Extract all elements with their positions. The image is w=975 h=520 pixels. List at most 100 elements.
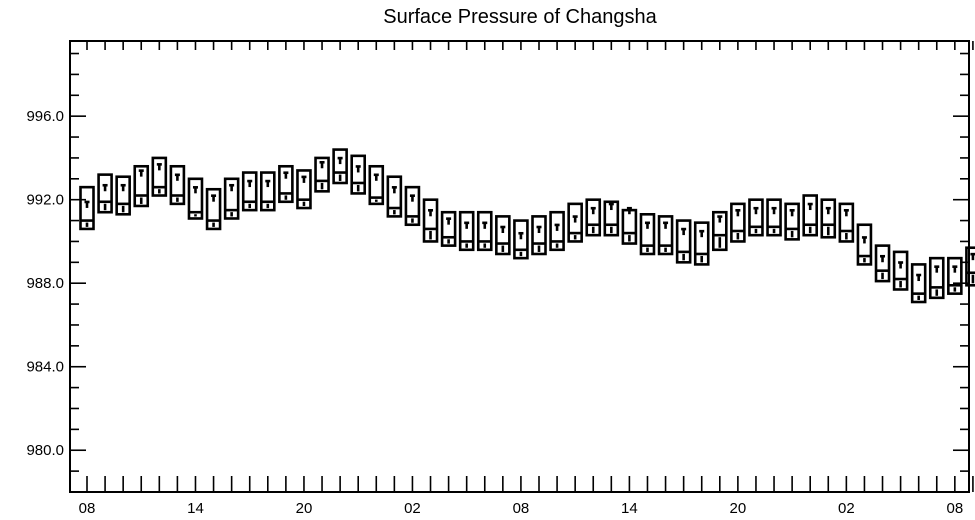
box-mark [621, 206, 638, 245]
box-mark [892, 250, 909, 291]
box-outline [79, 185, 95, 231]
box-outline [531, 215, 547, 256]
x-tick-label: 20 [730, 500, 747, 517]
box-outline [693, 221, 710, 266]
box-mark [802, 194, 819, 237]
box-mark [350, 154, 367, 195]
box-mark [965, 246, 975, 287]
box-outline [223, 177, 240, 220]
box-mark [404, 185, 421, 227]
box-mark [169, 164, 186, 206]
box-outline [278, 164, 294, 204]
box-outline [404, 185, 421, 227]
box-outline [296, 169, 312, 210]
box-mark [856, 223, 873, 266]
box-mark [79, 185, 95, 231]
box-mark [205, 187, 222, 231]
box-mark [874, 244, 891, 283]
box-mark [223, 177, 240, 220]
y-tick-label: 992.0 [26, 192, 64, 209]
box-outline [332, 148, 348, 185]
x-tick-label: 08 [513, 500, 530, 517]
box-mark [910, 263, 927, 304]
box-outline [97, 173, 113, 214]
box-outline [241, 171, 258, 212]
box-mark [314, 156, 330, 193]
plot-frame [69, 40, 970, 493]
box-mark [422, 198, 439, 243]
y-tick-label: 980.0 [26, 442, 64, 459]
box-outline [386, 175, 403, 218]
box-mark [928, 256, 945, 300]
box-outline [440, 210, 457, 247]
box-outline [513, 219, 529, 260]
box-outline [422, 198, 439, 243]
box-outline [350, 154, 367, 195]
box-outline [314, 156, 330, 193]
y-tick-label: 988.0 [26, 275, 64, 292]
box-outline [657, 215, 674, 256]
box-mark [133, 164, 150, 208]
box-outline [567, 202, 583, 243]
box-outline [368, 164, 385, 206]
box-mark [603, 200, 620, 237]
box-mark [278, 164, 294, 204]
box-mark [730, 202, 746, 243]
x-tick-label: 08 [79, 500, 96, 517]
x-tick-label: 14 [621, 500, 638, 517]
box-mark [549, 210, 565, 252]
box-outline [838, 202, 855, 243]
box-mark [476, 210, 493, 252]
box-mark [567, 202, 583, 243]
box-outline [675, 219, 692, 264]
tick-marks [70, 41, 974, 493]
box-outline [856, 223, 873, 266]
box-outline [115, 175, 131, 216]
y-tick-label: 996.0 [26, 108, 64, 125]
box-outline [205, 187, 222, 231]
box-mark [187, 177, 204, 220]
box-mark [531, 215, 547, 256]
box-outline [802, 194, 819, 237]
box-outline [784, 202, 800, 241]
box-mark [495, 215, 511, 256]
x-tick-label: 02 [838, 500, 855, 517]
y-tick-label: 984.0 [26, 359, 64, 376]
box-mark [838, 202, 855, 243]
box-outline [766, 198, 782, 237]
box-outline [151, 156, 168, 197]
box-plot-series [79, 148, 975, 304]
box-mark [241, 171, 258, 212]
box-outline [169, 164, 186, 206]
box-outline [748, 198, 764, 237]
box-outline [711, 210, 728, 252]
box-outline [458, 210, 475, 252]
box-outline [495, 215, 511, 256]
box-mark [332, 148, 348, 185]
box-outline [476, 210, 493, 252]
box-mark [115, 175, 131, 216]
x-tick-label: 20 [296, 500, 313, 517]
box-mark [386, 175, 403, 218]
box-outline [639, 213, 656, 256]
box-mark [820, 198, 837, 239]
box-mark [151, 156, 168, 197]
box-outline [585, 198, 602, 237]
box-mark [259, 171, 276, 212]
box-outline [730, 202, 746, 243]
box-outline [133, 164, 150, 208]
box-mark [585, 198, 602, 237]
box-mark [947, 256, 963, 295]
box-mark [296, 169, 312, 210]
box-mark [784, 202, 800, 241]
box-outline [603, 200, 620, 237]
box-outline [874, 244, 891, 283]
box-mark [675, 219, 692, 264]
box-mark [639, 213, 656, 256]
box-outline [928, 256, 945, 300]
box-mark [766, 198, 782, 237]
box-outline [259, 171, 276, 212]
tick-labels: 996.0 992.0 988.0 984.0 980.0 08 14 20 02 08 14 20 0… [26, 108, 963, 517]
box-outline [549, 210, 565, 252]
